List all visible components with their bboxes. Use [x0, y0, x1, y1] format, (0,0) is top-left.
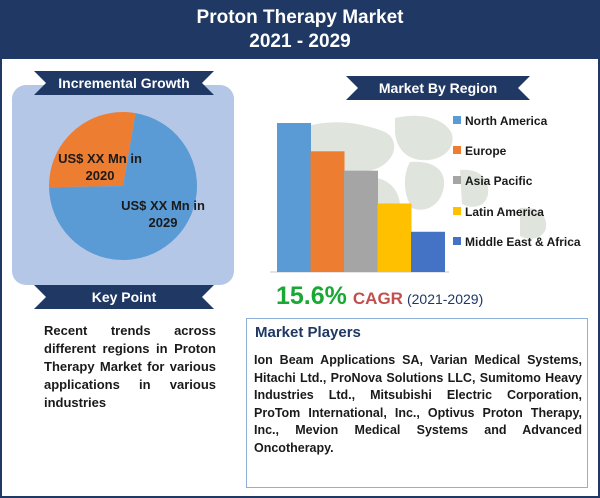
page-period: 2021 - 2029 [249, 31, 351, 52]
bar-north-america [277, 123, 311, 272]
page-title: Proton Therapy Market [196, 7, 404, 28]
legend-swatch-latin-america [453, 207, 461, 215]
key-point-text: Recent trends across different regions i… [44, 323, 216, 410]
market-players-heading: Market Players [255, 324, 361, 341]
market-players-list: Ion Beam Applications SA, Varian Medical… [254, 353, 582, 455]
legend-label-europe: Europe [465, 144, 507, 158]
legend-item-europe: Europe [453, 144, 506, 158]
bar-latin-america [377, 203, 412, 272]
pie-label-2029: US$ XX Mn in 2029 [121, 198, 205, 230]
legend-item-north-america: North America [453, 114, 547, 128]
bar-asia-pacific [344, 170, 378, 272]
legend-label-asia-pacific: Asia Pacific [465, 174, 533, 188]
cagr-callout: 15.6% CAGR (2021-2029) [276, 282, 483, 314]
legend-item-latin-america: Latin America [453, 205, 544, 219]
cagr-label: CAGR [352, 289, 403, 308]
legend-swatch-asia-pacific [453, 176, 461, 184]
bar-middle-east-africa [411, 231, 445, 272]
market-players-box: Market Players Ion Beam Applications SA,… [246, 318, 588, 488]
bar-europe [310, 151, 345, 272]
legend-item-middle-east-africa: Middle East & Africa [453, 235, 581, 249]
legend-item-asia-pacific: Asia Pacific [453, 174, 532, 188]
cagr-period: (2021-2029) [406, 291, 484, 307]
cagr-value: 15.6% [276, 282, 347, 310]
market-by-region-heading: Market By Region [346, 76, 530, 100]
legend-label-middle-east-africa: Middle East & Africa [465, 235, 581, 249]
incremental-growth-heading: Incremental Growth [34, 71, 214, 95]
legend-swatch-europe [453, 146, 461, 154]
legend-label-north-america: North America [465, 114, 548, 128]
key-point-heading: Key Point [34, 285, 214, 309]
legend-swatch-north-america [453, 116, 461, 124]
legend-swatch-middle-east-africa [453, 237, 461, 245]
header-banner: Proton Therapy Market 2021 - 2029 [2, 2, 598, 59]
pie-label-2020: US$ XX Mn in 2020 [58, 151, 142, 183]
legend-label-latin-america: Latin America [465, 205, 544, 219]
